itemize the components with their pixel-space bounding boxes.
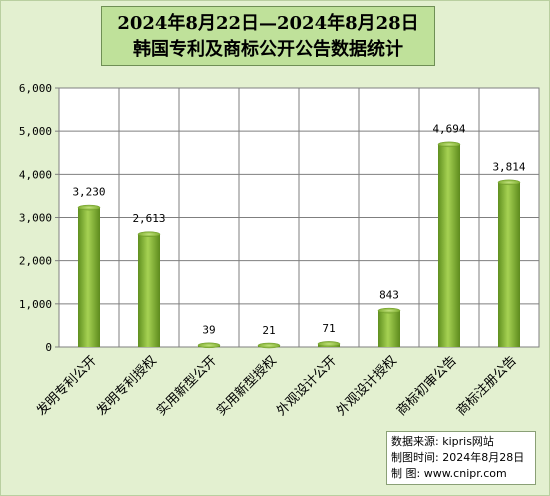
x-tick-label: 商标注册公告 — [454, 353, 520, 419]
x-tick-label: 发明专利授权 — [93, 353, 159, 419]
creator-line: 制 图: www.cnipr.com — [391, 467, 507, 480]
x-tick-label: 商标初审公告 — [394, 353, 460, 419]
y-tick-label: 6,000 — [19, 82, 52, 95]
bar — [197, 342, 221, 349]
chart-title-box: 2024年8月22日—2024年8月28日 韩国专利及商标公开公告数据统计 — [101, 6, 435, 66]
y-tick-label: 1,000 — [19, 298, 52, 311]
bar — [137, 231, 161, 347]
x-tick-label: 实用新型公开 — [153, 353, 219, 419]
bar-cap — [317, 341, 341, 347]
bar-cap — [437, 141, 461, 148]
y-tick-label: 3,000 — [19, 212, 52, 225]
data-label: 3,230 — [72, 186, 105, 199]
bar-body — [498, 182, 520, 347]
bar — [377, 307, 401, 347]
bar — [77, 204, 101, 347]
bar-cap — [137, 231, 161, 237]
chart-title: 2024年8月22日—2024年8月28日 — [117, 13, 419, 34]
bar-cap — [257, 342, 281, 349]
bar-cap — [497, 179, 521, 186]
bar — [317, 341, 341, 347]
data-label: 71 — [322, 322, 335, 335]
bar-body — [438, 144, 460, 347]
data-label: 2,613 — [132, 212, 165, 225]
y-tick-label: 4,000 — [19, 168, 52, 181]
chart-subtitle: 韩国专利及商标公开公告数据统计 — [133, 39, 403, 60]
data-label: 843 — [379, 289, 399, 302]
data-label: 39 — [202, 323, 215, 336]
bar-cap — [377, 307, 401, 314]
bar-cap — [77, 204, 101, 211]
chart-date-line: 制图时间: 2024年8月28日 — [391, 451, 525, 464]
source-line: 数据来源: kipris网站 — [391, 435, 494, 448]
bar-body — [378, 310, 400, 347]
bar-body — [138, 234, 160, 347]
data-label: 21 — [262, 324, 275, 337]
source-box: 数据来源: kipris网站 制图时间: 2024年8月28日 制 图: www… — [386, 431, 536, 485]
x-tick-label: 外观设计授权 — [333, 353, 399, 419]
bar-body — [78, 207, 100, 347]
y-tick-label: 5,000 — [19, 125, 52, 138]
x-tick-label: 实用新型授权 — [213, 353, 279, 419]
data-label: 3,814 — [492, 160, 525, 173]
bar — [437, 141, 461, 347]
data-label: 4,694 — [432, 122, 465, 135]
x-tick-label: 发明专利公开 — [33, 353, 99, 419]
bar — [257, 342, 281, 349]
bar-cap — [197, 342, 221, 349]
y-tick-label: 0 — [45, 341, 52, 354]
bar — [497, 179, 521, 347]
x-tick-label: 外观设计公开 — [274, 353, 340, 419]
y-tick-label: 2,000 — [19, 255, 52, 268]
